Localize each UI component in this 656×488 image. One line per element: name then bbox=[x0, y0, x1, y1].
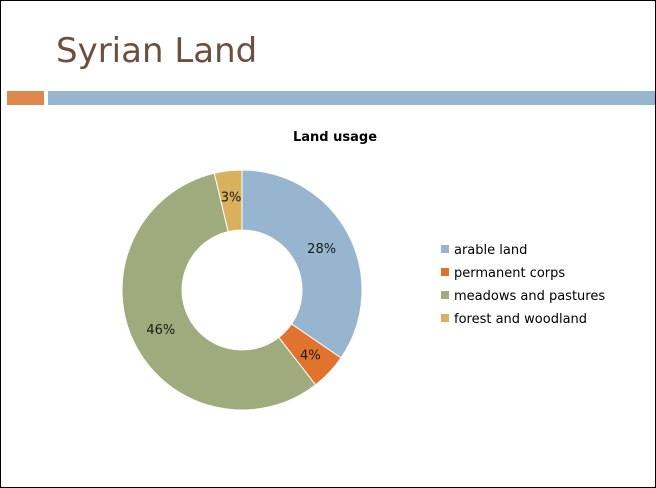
slide-title: Syrian Land bbox=[56, 31, 258, 71]
legend-label-forest-and-woodland: forest and woodland bbox=[454, 312, 587, 327]
data-label-arable-land: 28% bbox=[307, 242, 336, 257]
legend-label-arable-land: arable land bbox=[454, 243, 527, 258]
data-label-meadows-and-pastures: 46% bbox=[146, 323, 175, 338]
legend-swatch-permanent-corps bbox=[441, 268, 449, 276]
chart-data-labels: 28% 4% 46% 3% bbox=[146, 191, 336, 364]
legend-label-meadows-and-pastures: meadows and pastures bbox=[454, 289, 605, 304]
data-label-permanent-corps: 4% bbox=[300, 349, 321, 364]
chart-legend: arable land permanent corps meadows and pa… bbox=[441, 243, 605, 327]
slice-arable-land bbox=[241, 169, 363, 359]
chart-slices bbox=[121, 169, 363, 411]
header-bar bbox=[48, 91, 655, 105]
slice-meadows-and-pastures bbox=[121, 172, 317, 411]
legend-label-permanent-corps: permanent corps bbox=[454, 266, 565, 281]
legend-swatch-forest-and-woodland bbox=[441, 314, 449, 322]
legend-swatch-meadows-and-pastures bbox=[441, 291, 449, 299]
legend-swatch-arable-land bbox=[441, 245, 449, 253]
data-label-forest-and-woodland: 3% bbox=[221, 191, 242, 206]
chart-title: Land usage bbox=[293, 130, 377, 145]
accent-bar bbox=[7, 91, 44, 105]
slice-forest-and-woodland bbox=[213, 169, 243, 233]
